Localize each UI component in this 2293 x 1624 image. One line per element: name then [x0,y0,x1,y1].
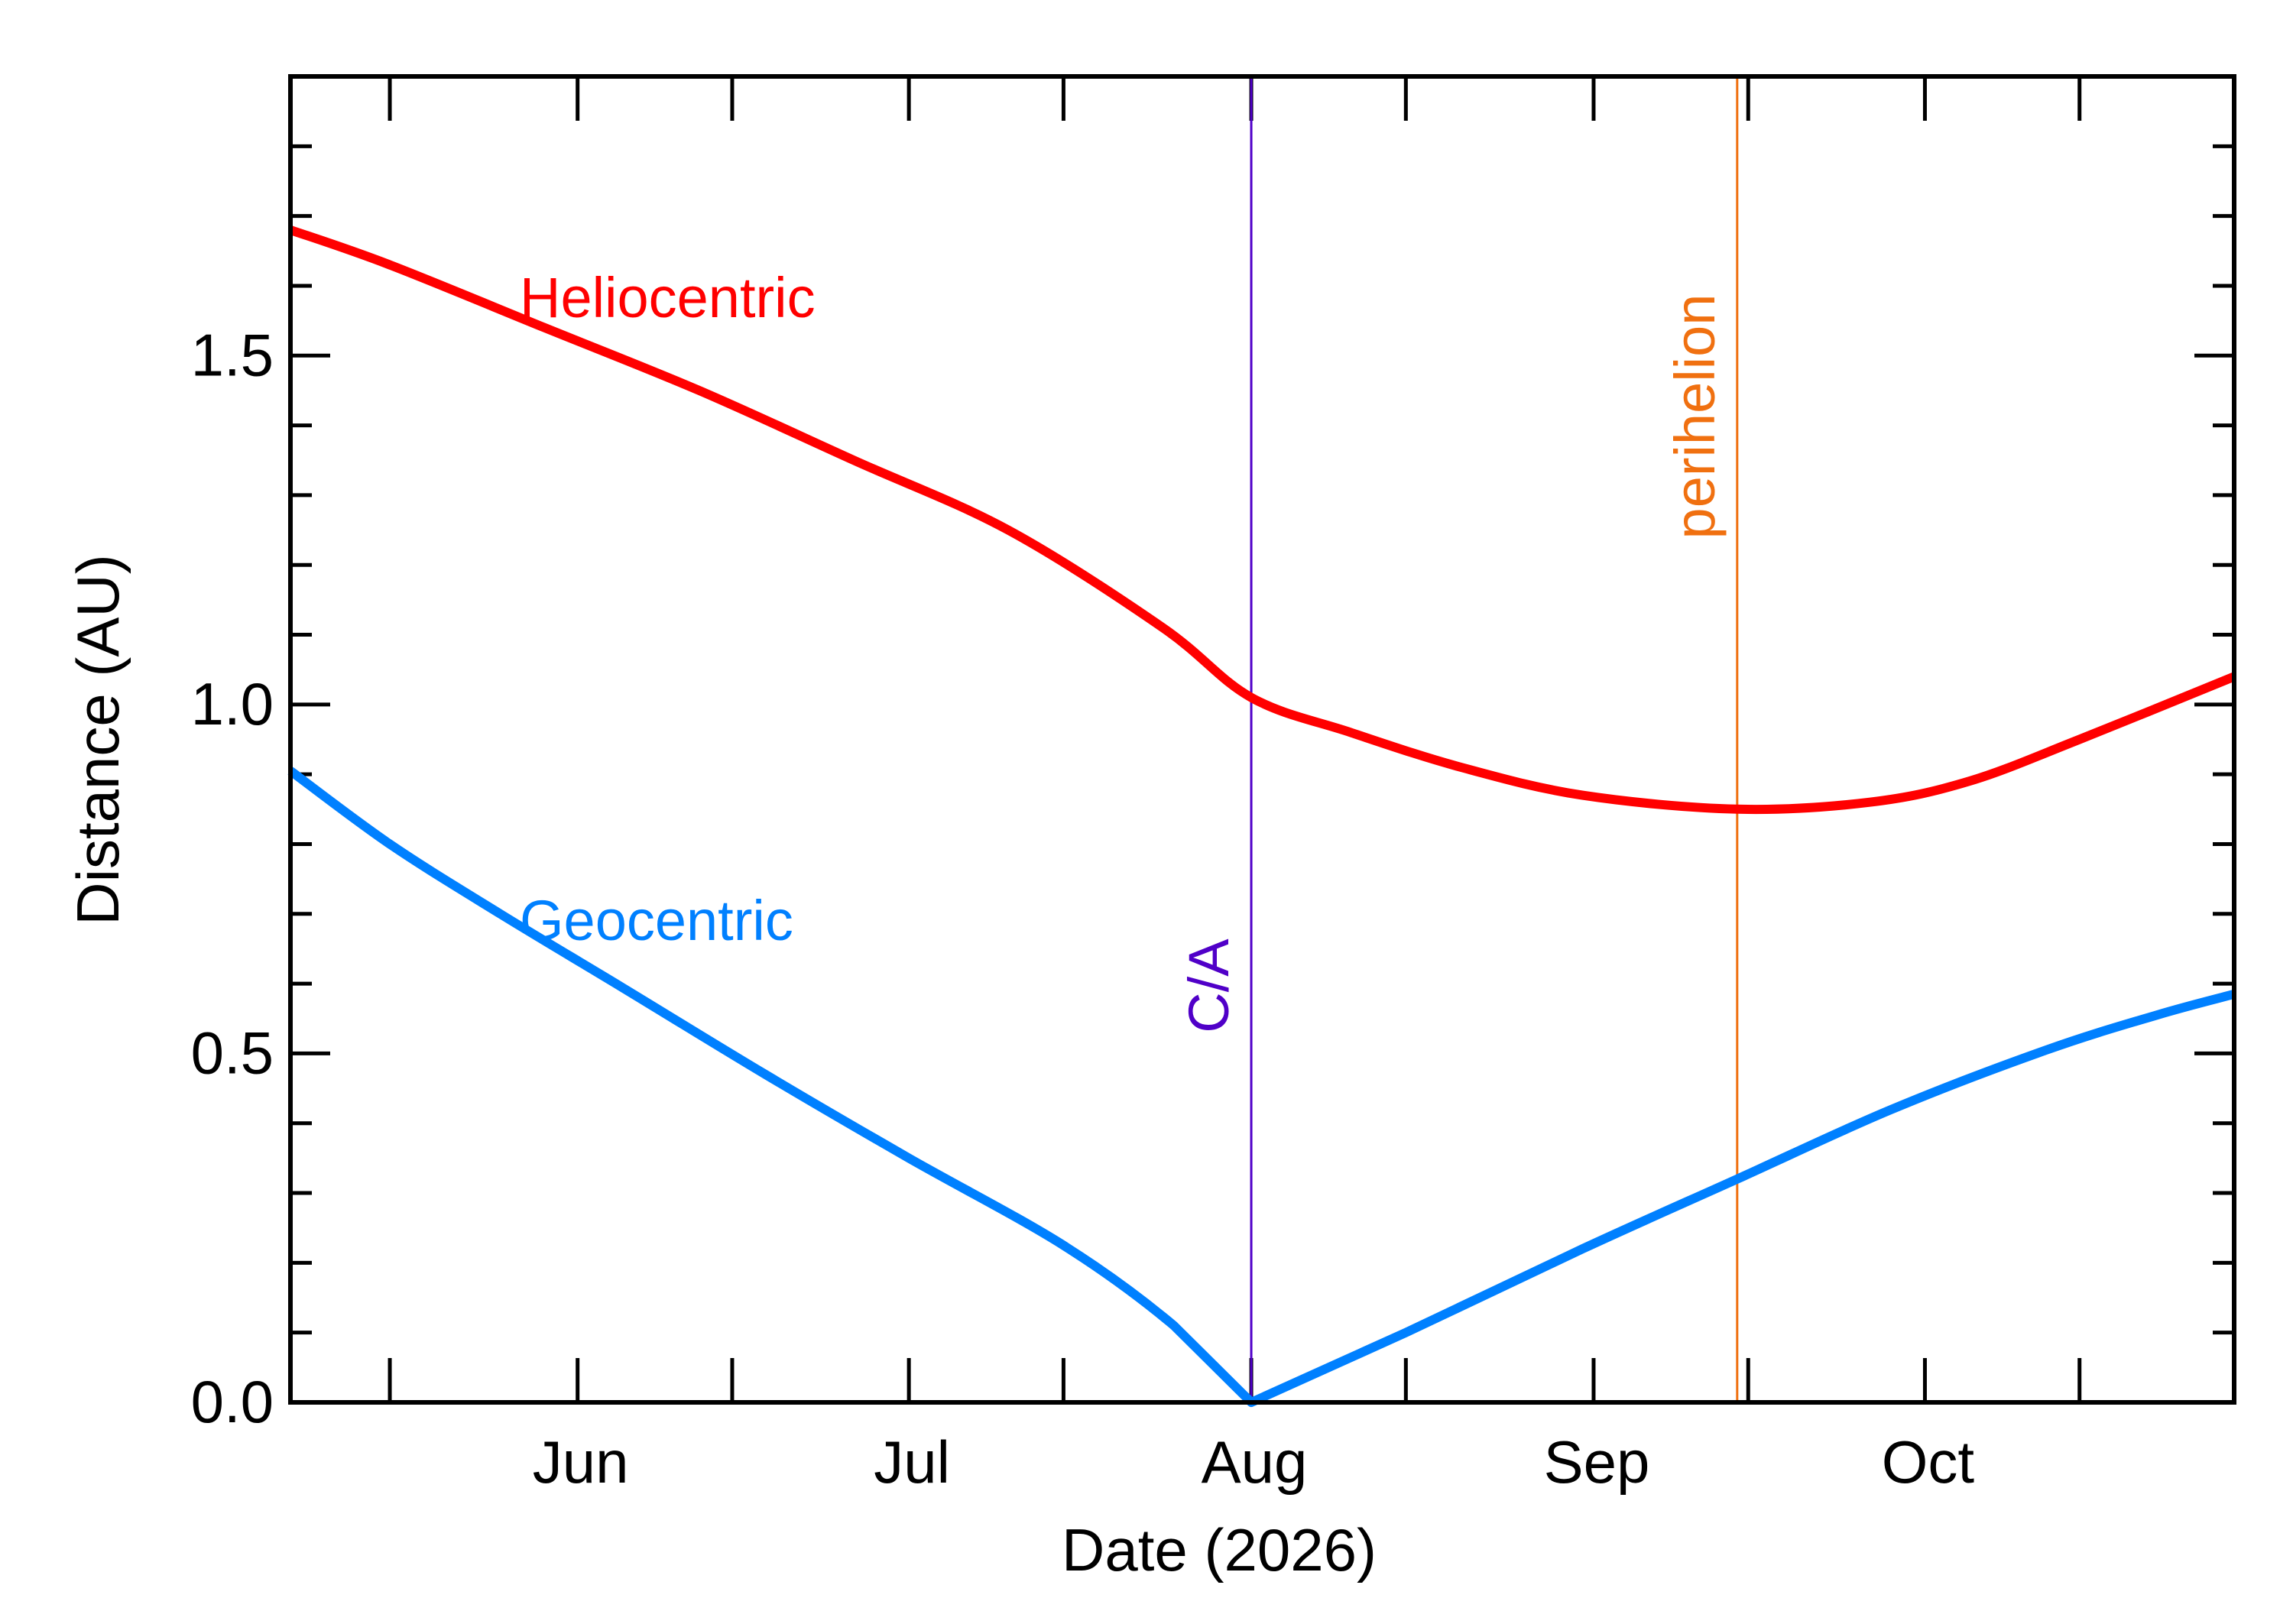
event-line-label: perihelion [1663,294,1727,540]
x-tick-label: Jun [533,1428,629,1496]
geocentric-label: Geocentric [520,889,793,952]
event-line-label: C/A [1177,938,1241,1033]
y-tick-label: 0.5 [191,1019,274,1086]
x-tick-label: Sep [1544,1428,1650,1496]
y-tick-label: 1.5 [191,321,274,388]
x-axis-title: Date (2026) [1062,1516,1377,1583]
y-tick-label: 1.0 [191,670,274,737]
axis-ticks [290,74,2234,1405]
axis-labels: 0.0 0.5 1.0 1.5 Jun Jul Aug Sep Oct [191,321,1975,1496]
heliocentric-line [289,225,2236,815]
x-tick-label: Jul [874,1428,950,1496]
geocentric-line [287,767,2236,1407]
plot-frame [288,74,2236,1405]
heliocentric-label: Heliocentric [520,266,816,329]
x-tick-label: Oct [1882,1428,1975,1496]
event-lines: C/A perihelion [1177,76,1739,1402]
series-lines: Heliocentric Geocentric [287,225,2236,1407]
x-tick-label: Aug [1202,1428,1308,1496]
y-tick-label: 0.0 [191,1368,274,1435]
y-axis-title: Distance (AU) [64,554,131,925]
